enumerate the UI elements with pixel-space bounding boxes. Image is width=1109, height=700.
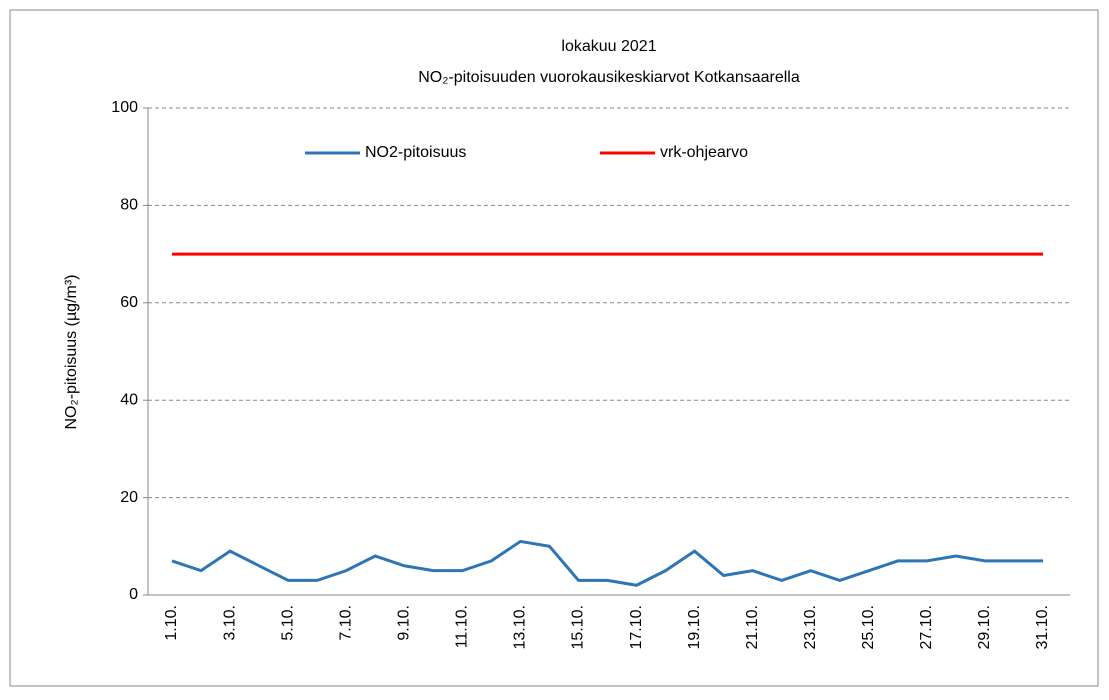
x-tick-label: 15.10. [570,605,587,649]
y-tick-label: 40 [120,391,138,408]
x-tick-label: 17.10. [628,605,645,649]
chart-border [9,9,1099,687]
x-tick-label: 13.10. [512,605,529,649]
x-tick-label: 21.10. [744,605,761,649]
line-series [171,539,1043,587]
x-tick-label: 1.10. [163,605,180,641]
x-tick-label: 7.10. [337,605,354,641]
x-tick-label: 5.10. [279,605,296,641]
y-tick-label: 0 [129,586,138,603]
x-tick-label: 29.10. [976,605,993,649]
x-tick-label: 23.10. [802,605,819,649]
y-axis-label: NO₂-pitoisuus (µg/m³) [63,274,80,429]
x-tick-label: 25.10. [860,605,877,649]
y-tick-label: 20 [120,489,138,506]
x-tick-label: 27.10. [918,605,935,649]
chart-subtitle: NO₂-pitoisuuden vuorokausikeskiarvot Kot… [418,69,800,86]
y-tick-label: 100 [111,99,138,116]
chart-title: lokakuu 2021 [561,38,656,55]
x-tick-label: 11.10. [454,605,471,648]
x-tick-label: 3.10. [221,605,238,641]
y-tick-label: 60 [120,294,138,311]
x-tick-label: 31.10. [1034,605,1051,649]
legend-label: vrk-ohjearvo [660,144,748,161]
x-tick-label: 9.10. [395,605,412,641]
legend-label: NO2-pitoisuus [365,144,466,161]
x-tick-label: 19.10. [686,605,703,649]
y-tick-label: 80 [120,197,138,214]
